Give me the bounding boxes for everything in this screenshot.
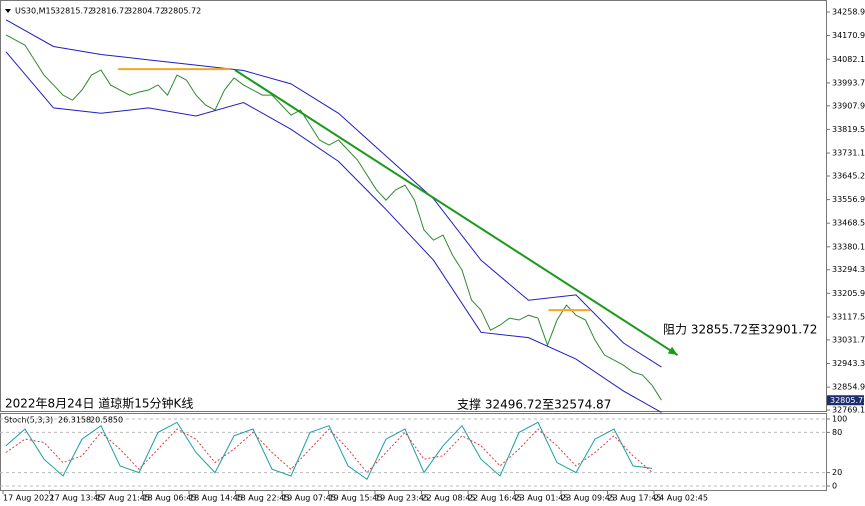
symbol: US30,M15 xyxy=(15,7,56,16)
x-tick-label: 23 Aug 09:45 xyxy=(561,494,615,503)
header-value: 32804.72 xyxy=(127,7,165,16)
header-value: 32816.72 xyxy=(91,7,129,16)
y-tick-label: 100 xyxy=(832,415,847,424)
stoch-value: 20.5850 xyxy=(90,416,123,425)
y-tick-label: 33907.90 xyxy=(832,101,865,110)
x-tick-label: 19 Aug 07:45 xyxy=(282,494,336,503)
annotation: 支撑 32496.72至32574.87 xyxy=(457,397,611,412)
x-tick-label: 18 Aug 22:45 xyxy=(236,494,290,503)
annotation: 2022年8月24日 道琼斯15分钟K线 xyxy=(5,396,193,411)
last-price: 32805.72 xyxy=(830,396,865,405)
series-line xyxy=(5,428,653,474)
arrow-head xyxy=(667,346,678,356)
main-panel xyxy=(0,0,827,412)
y-tick-label: 33031.70 xyxy=(832,335,865,344)
x-tick-label: 24 Aug 02:45 xyxy=(654,494,708,503)
stoch-panel xyxy=(0,413,827,491)
x-tick-label: 18 Aug 14:45 xyxy=(189,494,243,503)
x-tick-label: 17 Aug 21:45 xyxy=(96,494,150,503)
y-tick-label: 33556.90 xyxy=(832,195,865,204)
y-tick-label: 32854.90 xyxy=(832,383,865,392)
y-tick-label: 33819.50 xyxy=(832,125,865,134)
x-tick-label: 22 Aug 16:45 xyxy=(468,494,522,503)
header-value: 32815.72 xyxy=(55,7,93,16)
series-line xyxy=(5,421,653,481)
x-tick-label: 18 Aug 06:45 xyxy=(143,494,197,503)
y-tick-label: 34258.90 xyxy=(832,8,865,17)
y-tick-label: 33380.10 xyxy=(832,242,865,251)
trend-line xyxy=(234,69,679,356)
y-tick-label: 0 xyxy=(832,482,837,491)
menu-arrow xyxy=(5,9,11,13)
stoch-title: Stoch(5,3,3) xyxy=(4,416,53,425)
y-tick-label: 33205.90 xyxy=(832,289,865,298)
series-line xyxy=(5,34,662,401)
y-tick-label: 34082.10 xyxy=(832,55,865,64)
x-tick-label: 17 Aug 2022 xyxy=(3,494,54,503)
x-tick-label: 19 Aug 23:45 xyxy=(375,494,429,503)
series-line xyxy=(5,51,662,413)
y-tick-label: 33117.50 xyxy=(832,312,865,321)
y-tick-label: 20 xyxy=(832,468,842,477)
stoch-value: 26.3158 xyxy=(58,416,91,425)
series-line xyxy=(5,19,662,368)
y-tick-label: 32943.30 xyxy=(832,359,865,368)
y-tick-label: 32769.10 xyxy=(832,406,865,415)
y-tick-label: 33645.20 xyxy=(832,171,865,180)
y-tick-label: 80 xyxy=(832,428,842,437)
x-tick-label: 23 Aug 17:45 xyxy=(608,494,662,503)
y-tick-label: 33731.10 xyxy=(832,149,865,158)
x-tick-label: 17 Aug 13:45 xyxy=(50,494,104,503)
y-tick-label: 34170.95 xyxy=(832,31,865,40)
header-value: 32805.72 xyxy=(163,7,201,16)
x-tick-label: 23 Aug 01:45 xyxy=(515,494,569,503)
x-tick-label: 22 Aug 08:45 xyxy=(422,494,476,503)
last-price-box xyxy=(827,395,864,406)
x-tick-label: 19 Aug 15:45 xyxy=(329,494,383,503)
annotation: 阻力 32855.72至32901.72 xyxy=(663,323,817,337)
y-tick-label: 33468.50 xyxy=(832,219,865,228)
y-tick-label: 33294.30 xyxy=(832,265,865,274)
y-tick-label: 33993.70 xyxy=(832,78,865,87)
